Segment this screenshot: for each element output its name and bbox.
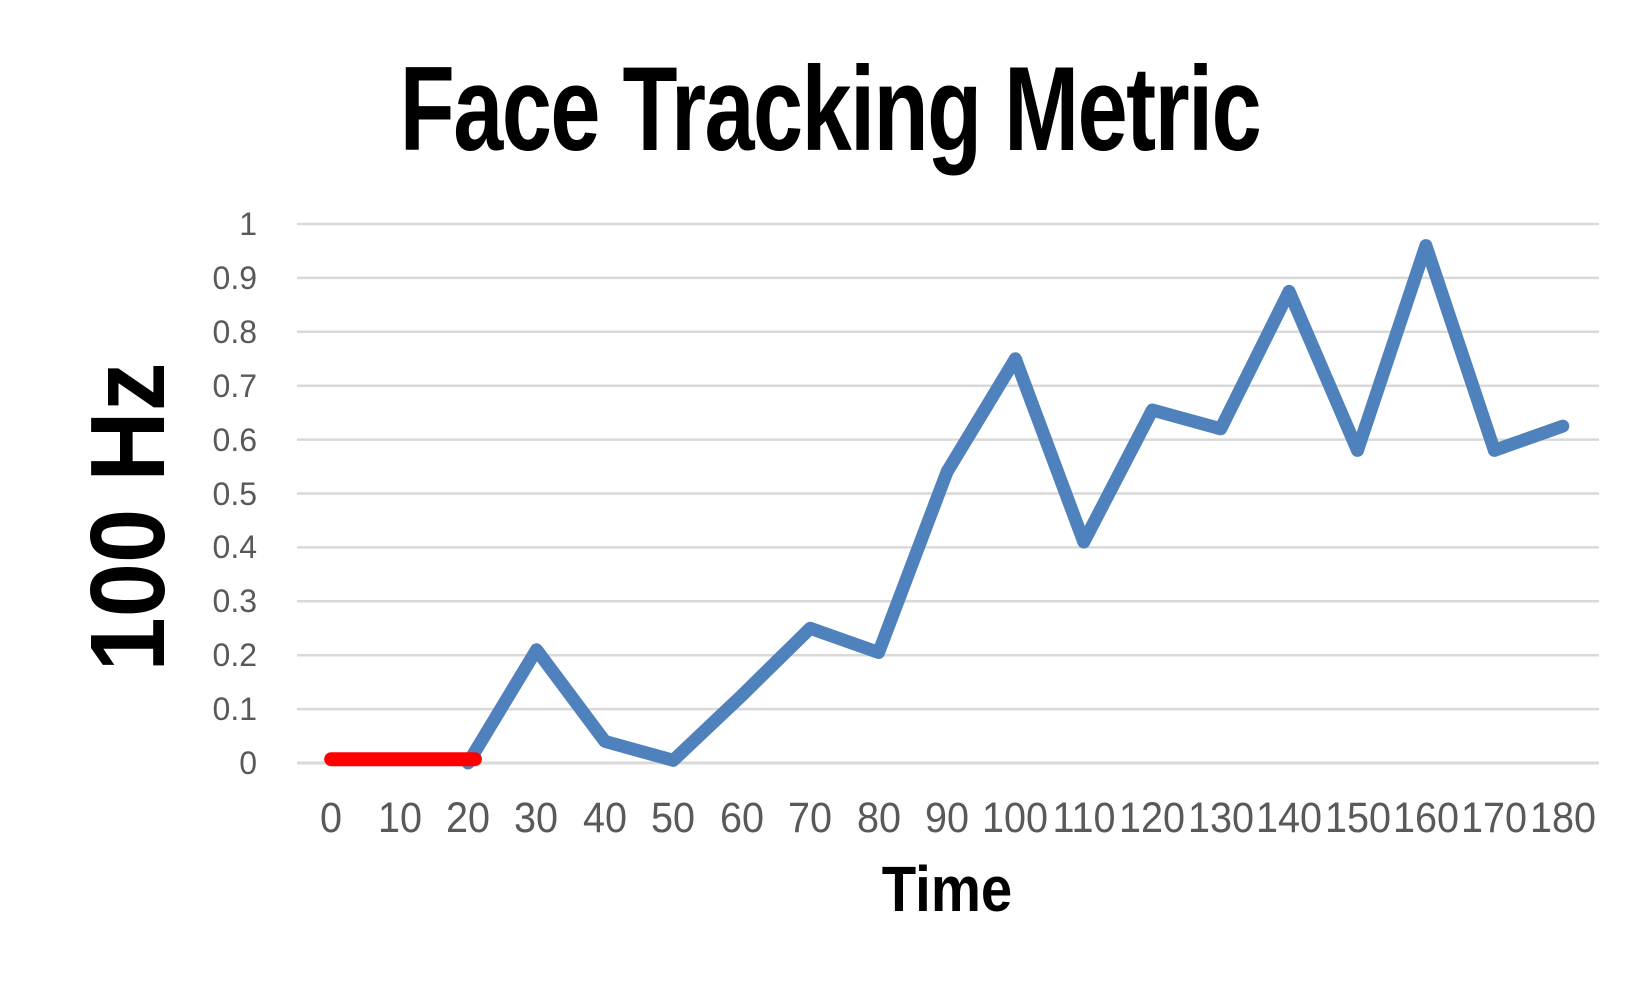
x-tick-label: 100 xyxy=(982,794,1049,842)
x-tick-label: 90 xyxy=(924,794,970,842)
x-tick-label: 120 xyxy=(1119,794,1186,842)
x-tick-label: 160 xyxy=(1392,794,1459,842)
y-tick-label: 0.4 xyxy=(212,529,257,566)
y-tick-label: 0.9 xyxy=(212,259,257,296)
x-tick-label: 130 xyxy=(1187,794,1254,842)
x-tick-label: 70 xyxy=(788,794,833,842)
y-tick-label: 1 xyxy=(239,206,257,242)
x-tick-label: 80 xyxy=(856,794,901,842)
x-axis-title: Time xyxy=(881,853,1013,925)
x-tick-label: 170 xyxy=(1461,794,1528,842)
x-tick-label: 140 xyxy=(1256,794,1323,842)
y-tick-label: 0.2 xyxy=(212,637,257,674)
x-tick-label: 30 xyxy=(514,794,559,842)
y-tick-label: 0 xyxy=(239,745,257,781)
x-tick-label: 50 xyxy=(651,794,696,842)
x-tick-label: 150 xyxy=(1324,794,1391,842)
x-tick-label: 180 xyxy=(1529,794,1596,842)
y-tick-label: 0.7 xyxy=(212,367,257,404)
x-tick-label: 20 xyxy=(446,794,491,842)
x-tick-label: 0 xyxy=(320,794,343,842)
x-tick-label: 40 xyxy=(582,794,627,842)
y-tick-label: 0.8 xyxy=(212,313,257,350)
x-tick-label: 10 xyxy=(377,794,422,842)
y-tick-label: 0.5 xyxy=(212,475,257,512)
y-tick-label: 0.6 xyxy=(212,421,257,458)
y-tick-label: 0.3 xyxy=(212,583,257,620)
y-tick-label: 0.1 xyxy=(212,691,257,728)
series-line-face-tracking-metric xyxy=(461,239,1570,770)
x-tick-label: 60 xyxy=(719,794,764,842)
x-tick-label: 110 xyxy=(1052,794,1116,842)
chart-title: Face Tracking Metric xyxy=(399,42,1262,176)
